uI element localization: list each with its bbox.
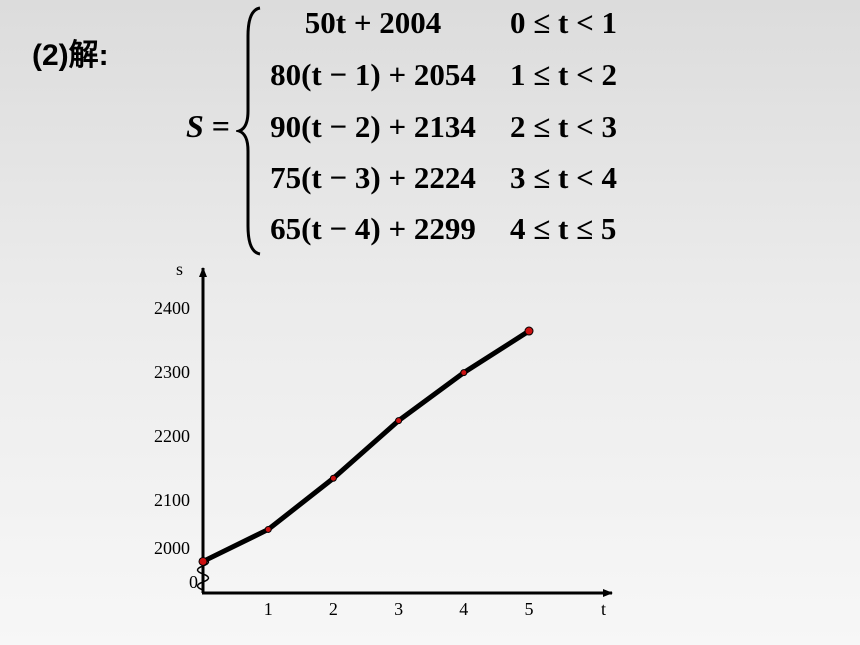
case-condition: 0 ≤ t < 1 xyxy=(510,5,618,40)
equation-lhs: S = xyxy=(186,108,231,144)
case-condition: 1 ≤ t < 2 xyxy=(510,57,618,92)
x-tick-label: 3 xyxy=(394,599,403,619)
y-tick-label: 2000 xyxy=(154,538,190,558)
equation-variable: S xyxy=(186,108,204,144)
data-point xyxy=(329,474,337,482)
case-expression: 75(t − 3) + 2224 xyxy=(270,160,476,195)
y-tick-label: 2100 xyxy=(154,490,190,510)
case-condition: 3 ≤ t < 4 xyxy=(510,160,618,195)
case-expression: 65(t − 4) + 2299 xyxy=(270,211,476,246)
x-axis-label: t xyxy=(601,599,606,619)
y-tick-label: 2200 xyxy=(154,426,190,446)
x-tick-label: 1 xyxy=(264,599,273,619)
x-tick-label: 4 xyxy=(459,599,468,619)
x-tick-label: 5 xyxy=(525,599,534,619)
y-axis-label: s xyxy=(176,259,183,279)
solution-heading: (2)解: xyxy=(32,39,109,72)
data-point xyxy=(524,326,534,336)
origin-label: 0 xyxy=(189,572,198,592)
case-condition: 4 ≤ t ≤ 5 xyxy=(510,211,617,246)
data-point xyxy=(460,369,468,377)
data-point xyxy=(395,417,403,425)
case-expression: 90(t − 2) + 2134 xyxy=(270,109,476,144)
data-point xyxy=(198,556,208,566)
data-points xyxy=(198,326,534,566)
data-point xyxy=(264,525,272,533)
axis-break-squiggle xyxy=(196,557,210,591)
y-tick-label: 2300 xyxy=(154,362,190,382)
y-tick-label: 2400 xyxy=(154,298,190,318)
x-tick-label: 2 xyxy=(329,599,338,619)
left-brace xyxy=(236,6,261,256)
case-condition: 2 ≤ t < 3 xyxy=(510,109,618,144)
y-tick-labels: 2000 2100 2200 2300 2400 xyxy=(154,298,190,558)
case-expression: 50t + 2004 xyxy=(304,5,442,40)
series-line xyxy=(200,328,532,564)
case-expression: 80(t − 1) + 2054 xyxy=(270,57,476,92)
x-tick-labels: 1 2 3 4 5 xyxy=(264,599,534,619)
